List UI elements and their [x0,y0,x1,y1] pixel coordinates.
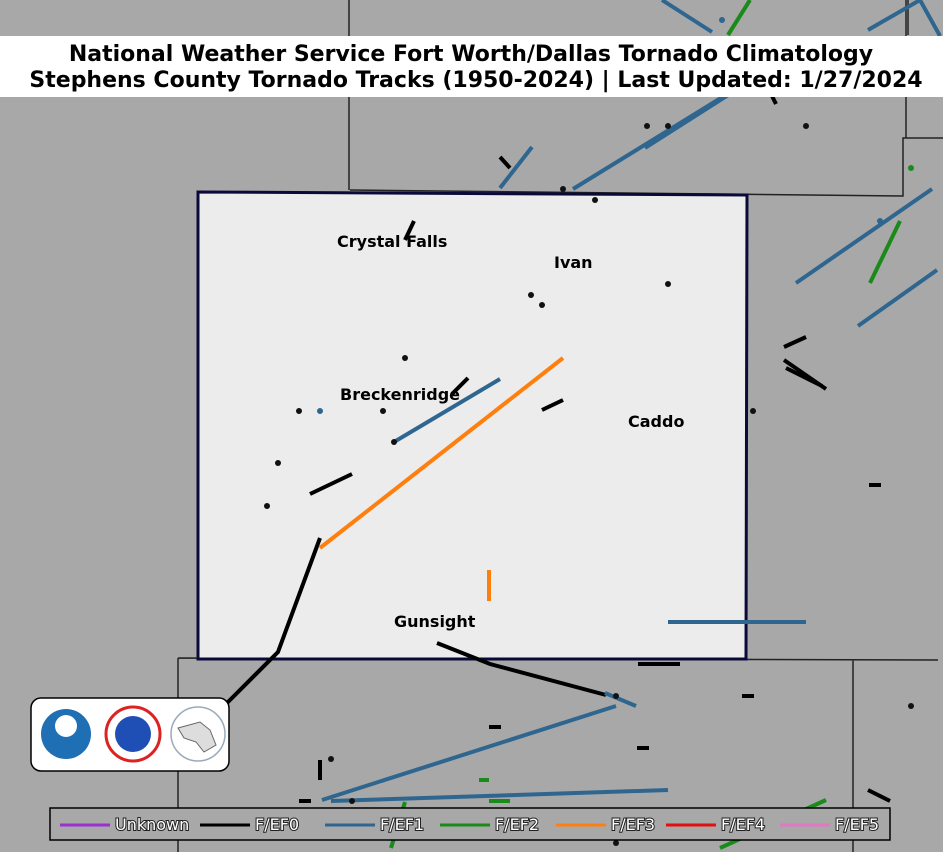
place-label: Gunsight [394,612,476,631]
tracks [223,0,942,850]
legend-label: F/EF0 [255,815,299,834]
place-label: Ivan [554,253,593,272]
place-label: Crystal Falls [337,232,447,251]
legend-label: F/EF1 [380,815,424,834]
legend-label: F/EF5 [835,815,879,834]
legend-label: F/EF3 [611,815,655,834]
legend-label: F/EF2 [495,815,539,834]
title-box [0,36,943,97]
legend: Unknown F/EF0 F/EF1 F/EF2 F/EF3 F/EF4 F/EF5 [60,814,880,835]
legend-label: F/EF4 [721,815,765,834]
points [264,17,914,846]
logos [30,697,230,772]
title-line: Stephens County Tornado Tracks (1950-202… [29,68,922,93]
place-label: Breckenridge [340,385,460,404]
place-labels: Crystal Falls Ivan Breckenridge Caddo Gunsig… [337,232,684,631]
legend-label: Unknown [115,815,189,834]
title-line: National Weather Service Fort Worth/Dall… [69,42,873,67]
stephens-county [196,190,749,661]
place-label: Caddo [628,412,684,431]
